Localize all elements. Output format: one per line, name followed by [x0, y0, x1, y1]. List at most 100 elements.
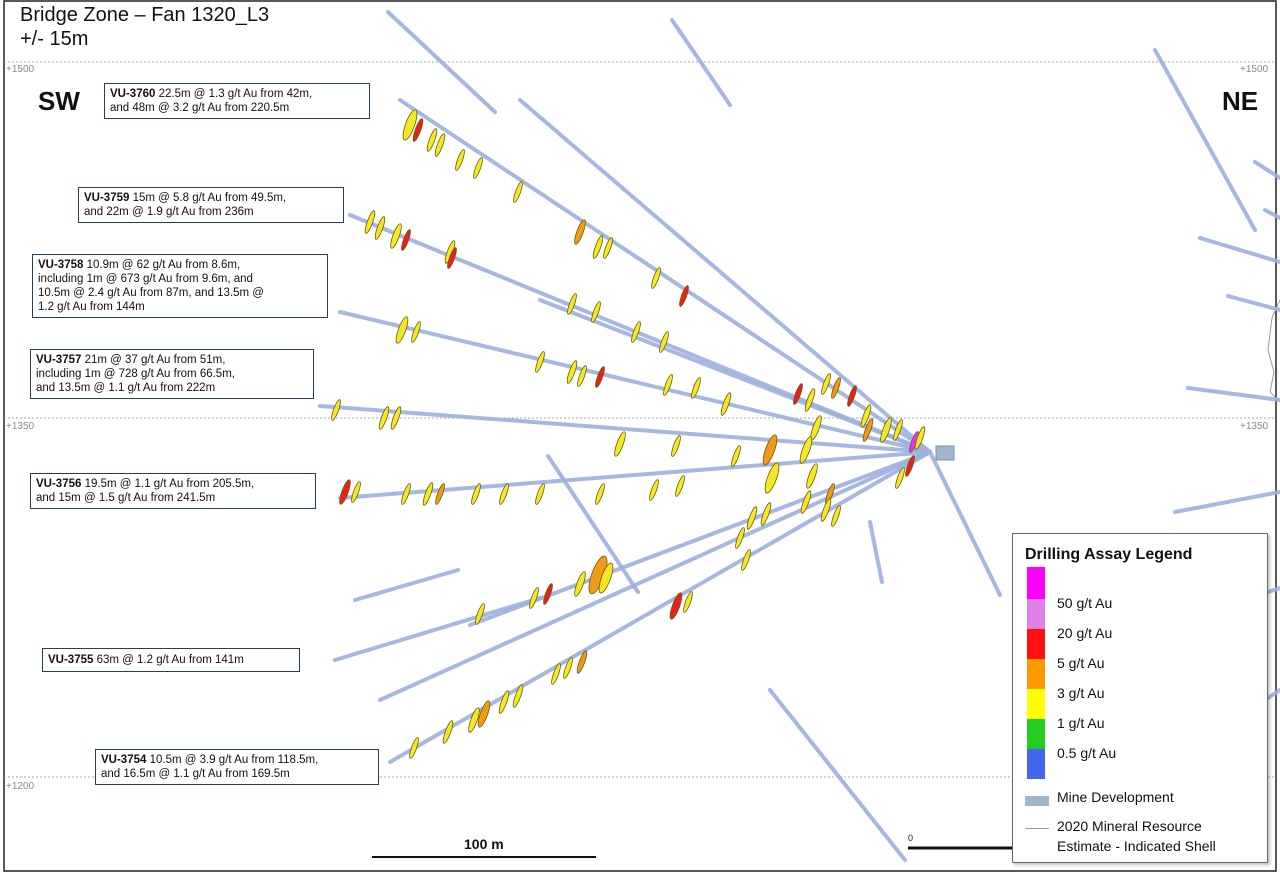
hole-id: VU-3754 [101, 754, 147, 766]
assay-interval [442, 720, 454, 744]
assay-interval [473, 157, 483, 179]
assay-interval [631, 321, 641, 343]
assay-interval [603, 237, 613, 259]
drill-trace [928, 450, 1002, 597]
assay-interval [598, 562, 614, 594]
mine-development-label: Mine Development [1057, 789, 1174, 805]
legend-label-3: 3 g/t Au [1057, 685, 1105, 701]
hole-intercepts: 10.9m @ 62 g/t Au from 8.6m, including 1… [38, 259, 264, 313]
drill-trace [538, 298, 932, 454]
assay-interval [595, 483, 605, 505]
legend-title: Drilling Assay Legend [1025, 546, 1193, 563]
drill-trace [398, 98, 932, 454]
assay-interval [566, 360, 578, 384]
sw-direction-label: SW [38, 86, 80, 116]
hole-id: VU-3759 [84, 192, 130, 204]
drill-trace [768, 688, 907, 862]
assay-interval [862, 418, 874, 442]
hole-intercepts: 63m @ 1.2 g/t Au from 141m [96, 654, 244, 666]
assay-interval [649, 479, 659, 501]
assay-interval [468, 707, 480, 733]
assay-interval [895, 467, 905, 489]
hole-intercepts: 22.5m @ 1.3 g/t Au from 42m, and 48m @ 3… [110, 88, 313, 114]
assay-interval [409, 737, 419, 759]
drill-trace [1198, 236, 1280, 264]
assay-interval [821, 373, 831, 395]
hole-callout-vu-3758: VU-3758 10.9m @ 62 g/t Au from 8.6m, inc… [32, 254, 328, 318]
assay-interval [401, 229, 411, 251]
scale-bar-label: 100 m [464, 836, 504, 852]
assay-interval [401, 483, 411, 505]
drill-trace [1186, 386, 1280, 402]
assay-interval [663, 374, 673, 396]
assay-interval [762, 434, 778, 466]
assay-interval [390, 223, 402, 249]
elevation-label-1350-right: +1350 [1240, 421, 1269, 432]
assay-interval [651, 267, 661, 289]
scale-zero-label: 0 [908, 833, 914, 843]
legend-color-below [1027, 749, 1045, 779]
assay-interval [764, 462, 780, 494]
section-frame [3, 0, 1277, 872]
assay-interval [799, 436, 813, 464]
legend-color-0-5 [1027, 719, 1045, 749]
legend-label-1: 1 g/t Au [1057, 715, 1105, 731]
elevation-label-1200-left: +1200 [6, 781, 35, 792]
assay-interval [804, 388, 816, 412]
hole-callout-vu-3755: VU-3755 63m @ 1.2 g/t Au from 141m [42, 648, 300, 672]
assay-interval [860, 404, 872, 428]
legend-label-50: 50 g/t Au [1057, 595, 1113, 611]
resource-shell-outline [1267, 299, 1280, 403]
hole-id: VU-3757 [36, 354, 82, 366]
assay-interval [741, 549, 751, 571]
drill-trace [1266, 586, 1280, 594]
resource-shell-label-2: Estimate - Indicated Shell [1057, 838, 1216, 854]
assay-interval [411, 321, 421, 343]
legend-color-5 [1027, 629, 1045, 659]
assay-interval [893, 419, 903, 441]
assay-interval [591, 301, 601, 323]
assay-interval [543, 583, 553, 605]
assay-interval [499, 483, 509, 505]
assay-interval [806, 463, 818, 489]
assay-interval [592, 235, 604, 259]
mine-development-block [935, 445, 955, 461]
hole-intercepts: 10.5m @ 3.9 g/t Au from 118.5m, and 16.5… [101, 754, 319, 780]
drill-trace [1153, 48, 1257, 232]
assay-interval [831, 505, 841, 527]
assay-interval [529, 587, 539, 609]
assay-interval [471, 483, 481, 505]
drill-trace [333, 596, 542, 662]
assay-interval [512, 684, 524, 708]
hole-callout-vu-3757: VU-3757 21m @ 37 g/t Au from 51m, includ… [30, 349, 314, 399]
assay-interval [669, 592, 683, 620]
assay-interval [434, 133, 446, 157]
legend-color-3 [1027, 659, 1045, 689]
hole-callout-vu-3760: VU-3760 22.5m @ 1.3 g/t Au from 42m, and… [104, 83, 370, 119]
ne-direction-label: NE [1222, 86, 1259, 116]
assay-interval [447, 247, 457, 269]
hole-intercepts: 21m @ 37 g/t Au from 51m, including 1m @… [36, 354, 235, 394]
hole-intercepts: 19.5m @ 1.1 g/t Au from 205.5m, and 15m … [36, 478, 255, 504]
mine-development-swatch [1025, 796, 1049, 806]
assay-interval [574, 219, 586, 245]
drill-trace [1253, 160, 1280, 180]
assay-interval [831, 377, 841, 399]
resource-shell-label-1: 2020 Mineral Resource [1057, 818, 1202, 834]
drill-trace [670, 18, 732, 107]
assay-interval [412, 118, 424, 142]
assay-interval [675, 475, 685, 497]
drill-trace [1263, 208, 1280, 220]
assay-interval [614, 431, 626, 457]
legend-color-50 [1027, 567, 1045, 599]
assay-interval [800, 490, 812, 514]
assay-interval [905, 455, 915, 477]
drill-trace [353, 568, 460, 602]
assay-interval [535, 351, 545, 373]
hole-id: VU-3758 [38, 259, 84, 271]
hole-callout-vu-3756: VU-3756 19.5m @ 1.1 g/t Au from 205.5m, … [30, 473, 316, 509]
elevation-label-1500-right: +1500 [1240, 64, 1269, 75]
assay-interval [374, 216, 386, 240]
